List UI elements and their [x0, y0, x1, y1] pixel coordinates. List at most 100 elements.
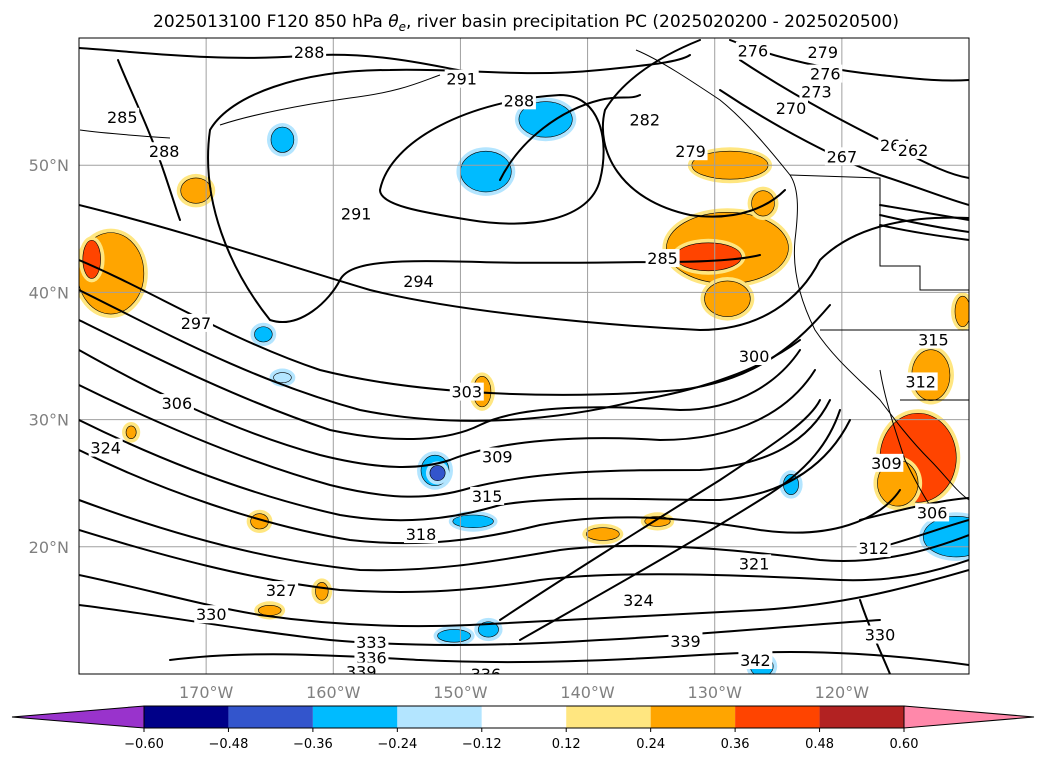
contour-label-bg [863, 625, 897, 644]
contour-label-bg [404, 525, 439, 544]
contour-label-bg [673, 142, 708, 161]
precip-pc-blob [452, 514, 494, 529]
contour-label-bg [916, 330, 951, 349]
contour-label: 291 [341, 205, 372, 224]
theta-e-contour [499, 399, 821, 621]
colorbar-tick-label: 0.12 [552, 737, 581, 752]
precip-pc-blob [477, 621, 499, 638]
colorbar-tick-label: 0.60 [890, 737, 919, 752]
contour-label: 339 [670, 632, 701, 651]
colorbar-tick-label: −0.36 [293, 737, 333, 752]
colorbar-segment [566, 706, 651, 728]
colorbar-outline [143, 705, 905, 729]
colorbar-tick-label: −0.60 [124, 737, 164, 752]
contour-label: 312 [905, 372, 936, 391]
contour-label: 297 [181, 314, 212, 333]
contour-label: 282 [630, 110, 661, 129]
theta-e-contour [879, 224, 969, 241]
contour-label: 330 [865, 626, 896, 645]
contour-label-bg [737, 554, 772, 573]
contour-label-bg [645, 249, 680, 268]
contour-label-bg [354, 633, 389, 652]
theta-e-contour [379, 94, 605, 225]
contour-label-bg [159, 394, 194, 413]
theta-e-contour [79, 419, 851, 522]
precip-pc-blob [254, 326, 273, 343]
colorbar-segment [397, 706, 482, 728]
map-frame [78, 37, 970, 675]
longitude-tick-label: 130°W [688, 683, 743, 702]
theta-e-contour [79, 289, 801, 422]
colorbar-segment [650, 706, 736, 728]
contour-label: 270 [776, 99, 807, 118]
contour-label: 342 [740, 651, 771, 670]
contour-label: 276 [738, 42, 769, 61]
contour-label: 273 [801, 82, 832, 101]
contour-label-bg [468, 665, 503, 674]
precip-pc-blob [315, 582, 329, 601]
colorbar-tick-label: −0.24 [377, 737, 417, 752]
contour-label: 285 [107, 108, 138, 127]
precip-pc-blob [437, 629, 471, 643]
latitude-tick-label: 20°N [29, 538, 69, 557]
contour-label: 330 [196, 605, 227, 624]
contour-label: 288 [294, 43, 325, 62]
colorbar-tick-label: 0.48 [805, 737, 834, 752]
precip-pc-blob [270, 126, 295, 153]
contour-label: 288 [504, 91, 535, 110]
contour-label-bg [449, 382, 484, 401]
longitude-tick-label: 150°W [433, 683, 488, 702]
theta-e-contour [79, 204, 969, 331]
contour-label-bg [799, 82, 834, 101]
contour-label: 306 [917, 503, 948, 522]
contour-label-bg [737, 347, 772, 365]
coastline [219, 74, 441, 126]
contour-label: 324 [623, 591, 654, 610]
contour-label: 294 [403, 272, 434, 291]
contour-label-bg [824, 147, 859, 166]
colorbar-segment [735, 706, 820, 728]
coastline [635, 49, 969, 501]
contour-label: 300 [739, 347, 770, 366]
contour-label-bg [856, 539, 891, 558]
contour-label: 303 [452, 383, 483, 402]
colorbar-segment [312, 706, 398, 728]
precip-pc-blob [273, 372, 292, 384]
contour-label: 312 [858, 539, 889, 558]
theta-e-contour [79, 349, 816, 468]
contour-label: 288 [149, 142, 180, 161]
theta-e-contour [729, 39, 969, 82]
coastline [79, 129, 171, 139]
colorbar-segment [481, 706, 567, 728]
contour-label: 315 [472, 487, 503, 506]
theta-e-contour [879, 214, 969, 233]
contour-label-bg [805, 42, 840, 61]
contour-label-bg [339, 204, 374, 223]
contour-label-bg [344, 662, 379, 674]
precip-pc-blob [585, 527, 620, 541]
colorbar-tick-label: 0.24 [636, 737, 665, 752]
latitude-tick-label: 50°N [29, 156, 69, 175]
contour-label-bg [264, 581, 299, 600]
theta-e-contour [169, 651, 969, 666]
precip-pc-blob [674, 242, 742, 272]
theta-e-contour [79, 449, 901, 545]
latitude-tick-label: 30°N [29, 411, 69, 430]
colorbar-extend-high [903, 705, 1035, 729]
contour-label-bg [896, 140, 931, 159]
contour-label-bg [738, 651, 773, 670]
contour-label: 321 [739, 554, 770, 573]
contour-label-bg [903, 372, 938, 391]
longitude-tick-label: 120°W [815, 683, 870, 702]
contour-label: 339 [346, 662, 377, 681]
contour-label-bg [88, 438, 123, 457]
precip-pc-blob [704, 280, 751, 317]
contour-label-bg [401, 271, 436, 290]
precip-pc-blob [257, 605, 282, 616]
contour-label-bg [105, 107, 140, 126]
colorbar-tick-label: −0.12 [462, 737, 502, 752]
precip-pc-blob [82, 239, 101, 279]
